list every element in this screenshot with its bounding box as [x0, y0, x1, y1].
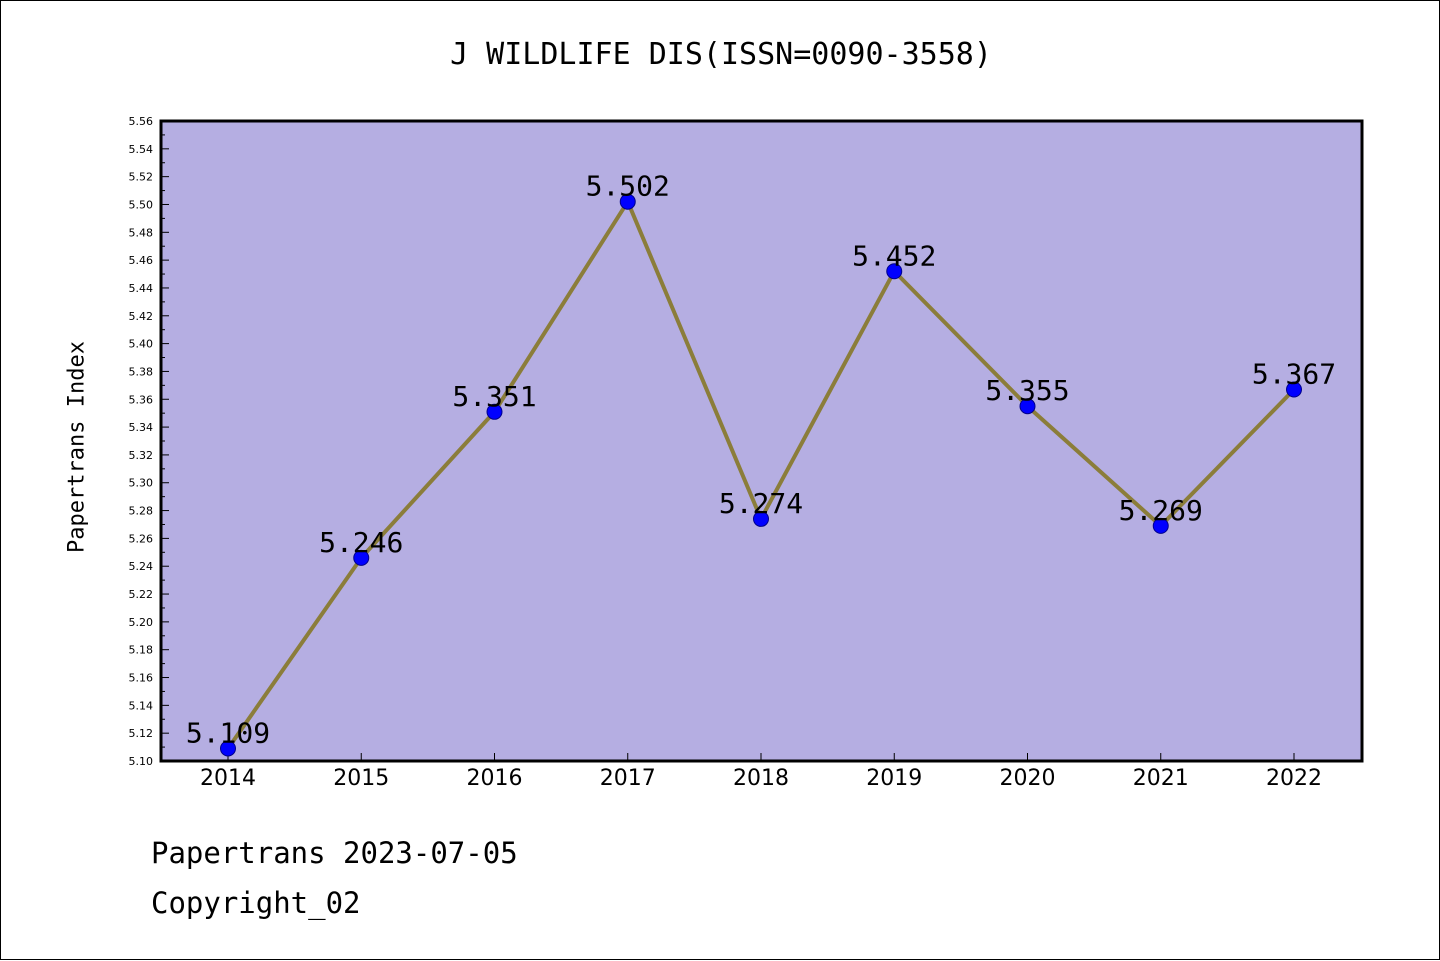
- y-tick-label: 5.54: [129, 143, 154, 156]
- y-tick-label: 5.32: [129, 449, 154, 462]
- x-tick-label: 2016: [467, 766, 523, 791]
- footer-copyright: Copyright_02: [151, 886, 361, 920]
- data-point: [220, 740, 236, 757]
- data-label: 5.452: [852, 239, 936, 272]
- data-label: 5.246: [319, 526, 403, 559]
- x-tick-label: 2020: [1000, 766, 1056, 791]
- y-tick-label: 5.38: [129, 365, 154, 378]
- y-tick-label: 5.40: [129, 338, 154, 351]
- y-tick-label: 5.36: [129, 393, 154, 406]
- data-point: [886, 263, 903, 280]
- x-tick-label: 2018: [733, 766, 789, 791]
- data-label: 5.351: [452, 380, 536, 413]
- series-group: 5.109 5.246 5.351 5.502 5.274 5.452 5.355 5.269…: [186, 170, 1336, 757]
- y-tick-label: 5.18: [129, 644, 154, 657]
- y-tick-label: 5.34: [129, 421, 154, 434]
- x-tick-label: 2022: [1266, 766, 1322, 791]
- y-tick-label: 5.42: [129, 310, 154, 323]
- data-point: [1019, 398, 1036, 415]
- x-tick-label: 2019: [866, 766, 922, 791]
- data-point: [486, 403, 503, 420]
- data-label: 5.355: [985, 374, 1069, 407]
- y-tick-label: 5.56: [129, 115, 154, 128]
- y-tick-label: 5.28: [129, 505, 154, 518]
- y-tick-label: 5.46: [129, 254, 154, 267]
- y-tick-label: 5.44: [129, 282, 154, 295]
- data-label: 5.109: [186, 716, 270, 749]
- data-label: 5.274: [719, 487, 803, 520]
- y-tick-label: 5.48: [129, 226, 154, 239]
- y-tick-label: 5.30: [129, 477, 154, 490]
- y-tick-label: 5.22: [129, 588, 154, 601]
- y-tick-label: 5.26: [129, 532, 154, 545]
- plot-background: [161, 121, 1362, 761]
- footer-date: Papertrans 2023-07-05: [151, 836, 518, 870]
- x-tick-label: 2014: [200, 766, 256, 791]
- x-tick-label: 2021: [1133, 766, 1189, 791]
- y-tick-label: 5.14: [129, 699, 154, 712]
- y-tick-label: 5.10: [129, 755, 154, 768]
- y-tick-label: 5.24: [129, 560, 154, 573]
- y-tick-label: 5.52: [129, 171, 154, 184]
- y-tick-label: 5.16: [129, 672, 154, 685]
- data-point: [1152, 517, 1169, 534]
- y-axis-ticks: 5.10 5.12 5.14 5.16 5.18 5.20 5.22 5.24 5.26 5.28…: [129, 115, 169, 768]
- data-point: [619, 193, 636, 210]
- y-tick-label: 5.20: [129, 616, 154, 629]
- x-tick-label: 2017: [600, 766, 656, 791]
- data-point: [753, 510, 769, 527]
- plot-frame: [159, 119, 1364, 763]
- chart-title: J WILDLIFE DIS(ISSN=0090-3558): [450, 37, 992, 72]
- data-label: 5.367: [1252, 358, 1336, 391]
- data-point: [353, 549, 370, 566]
- y-tick-label: 5.12: [129, 727, 154, 740]
- data-point: [1286, 381, 1302, 398]
- x-axis-ticks: 2014 2015 2016 2017 2018 2019 2020 2021 2022: [200, 753, 1322, 791]
- data-label: 5.502: [586, 170, 670, 203]
- x-tick-label: 2015: [333, 766, 389, 791]
- y-tick-label: 5.50: [129, 198, 154, 211]
- data-label: 5.269: [1119, 494, 1203, 527]
